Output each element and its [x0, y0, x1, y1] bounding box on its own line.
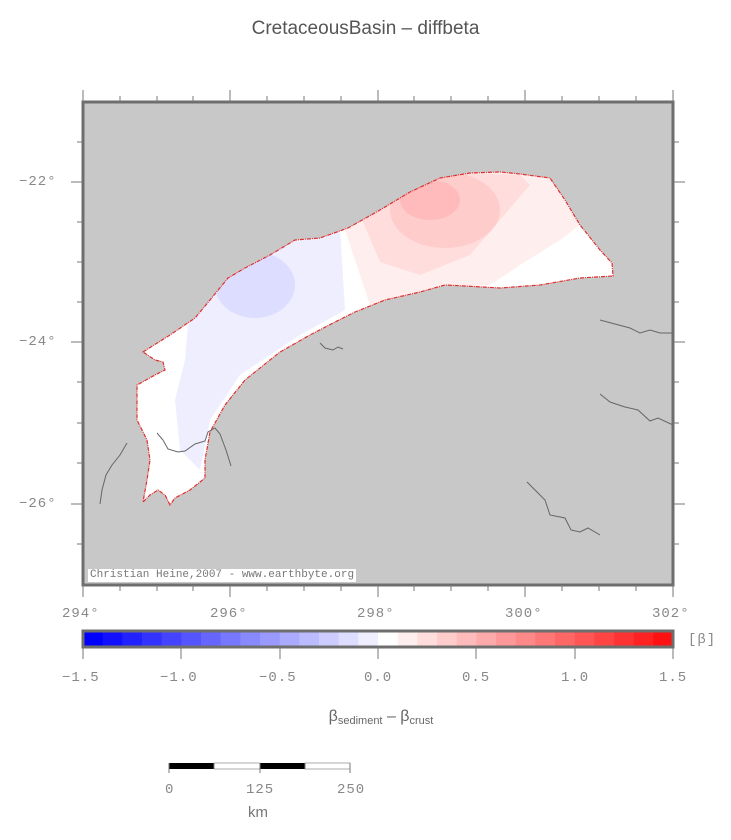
basin-outline — [136, 171, 614, 507]
y-tick-label: −26° — [19, 496, 57, 512]
x-tick-label: 296° — [210, 606, 248, 622]
x-tick-label: 298° — [357, 606, 395, 622]
colorbar-ticks — [82, 647, 674, 659]
x-tick-label: 302° — [652, 606, 690, 622]
colorbar-swatch — [279, 631, 300, 647]
colorbar-swatch — [122, 631, 143, 647]
colorbar-swatch — [535, 631, 556, 647]
colorbar-swatch — [338, 631, 359, 647]
colorbar-swatch — [378, 631, 399, 647]
x-tick-label: 294° — [62, 606, 100, 622]
colorbar-swatch — [614, 631, 635, 647]
colorbar-unit: [β] — [688, 632, 717, 648]
colorbar-swatch — [142, 631, 163, 647]
colorbar-tick-label: 0.5 — [462, 670, 491, 686]
colorbar-swatch — [555, 631, 576, 647]
colorbar-swatch — [633, 631, 654, 647]
sediment-subscript: sediment — [337, 715, 383, 727]
x-axis-ticks — [82, 90, 674, 597]
colorbar — [83, 631, 674, 647]
credit-label: Christian Heine,2007 - www.earthbyte.org — [88, 569, 357, 582]
colorbar-tick-label: −1.0 — [160, 670, 198, 686]
colorbar-swatch — [574, 631, 595, 647]
crust-subscript: crust — [409, 715, 434, 727]
scale-tick-label: 125 — [246, 782, 275, 798]
colorbar-tick-label: 1.0 — [561, 670, 590, 686]
colorbar-tick-label: −0.5 — [259, 670, 297, 686]
colorbar-swatch — [515, 631, 536, 647]
colorbar-swatch — [417, 631, 438, 647]
colorbar-swatch — [476, 631, 497, 647]
y-tick-label: −22° — [19, 174, 57, 190]
colorbar-swatch — [102, 631, 123, 647]
colorbar-swatch — [161, 631, 182, 647]
y-tick-label: −24° — [19, 334, 57, 350]
colorbar-swatch — [240, 631, 261, 647]
map-title: CretaceousBasin – diffbeta — [251, 18, 480, 39]
colorbar-swatch — [437, 631, 458, 647]
colorbar-swatch — [201, 631, 222, 647]
scale-unit: km — [248, 804, 268, 821]
colorbar-swatch — [397, 631, 418, 647]
colorbar-swatch — [358, 631, 379, 647]
scale-bar — [168, 762, 351, 773]
colorbar-tick-label: −1.5 — [62, 670, 100, 686]
colorbar-swatch — [319, 631, 340, 647]
colorbar-swatch — [653, 631, 674, 647]
y-axis-ticks — [71, 141, 685, 545]
scale-tick-label: 250 — [337, 782, 366, 798]
scale-tick-label: 0 — [165, 782, 175, 798]
coastlines — [99, 319, 674, 536]
colorbar-swatch — [299, 631, 320, 647]
colorbar-swatch — [456, 631, 477, 647]
beta-symbol: β — [328, 708, 338, 725]
colorbar-swatch — [220, 631, 241, 647]
colorbar-swatch — [260, 631, 281, 647]
x-tick-label: 300° — [505, 606, 543, 622]
beta-symbol: β — [400, 708, 410, 725]
colorbar-title: βsediment – βcrust — [0, 708, 731, 727]
minus-sign: – — [382, 708, 401, 725]
colorbar-tick-label: 1.5 — [659, 670, 688, 686]
colorbar-tick-label: 0.0 — [364, 670, 393, 686]
colorbar-swatch — [83, 631, 104, 647]
colorbar-swatch — [181, 631, 202, 647]
colorbar-swatch — [496, 631, 517, 647]
colorbar-swatch — [594, 631, 615, 647]
